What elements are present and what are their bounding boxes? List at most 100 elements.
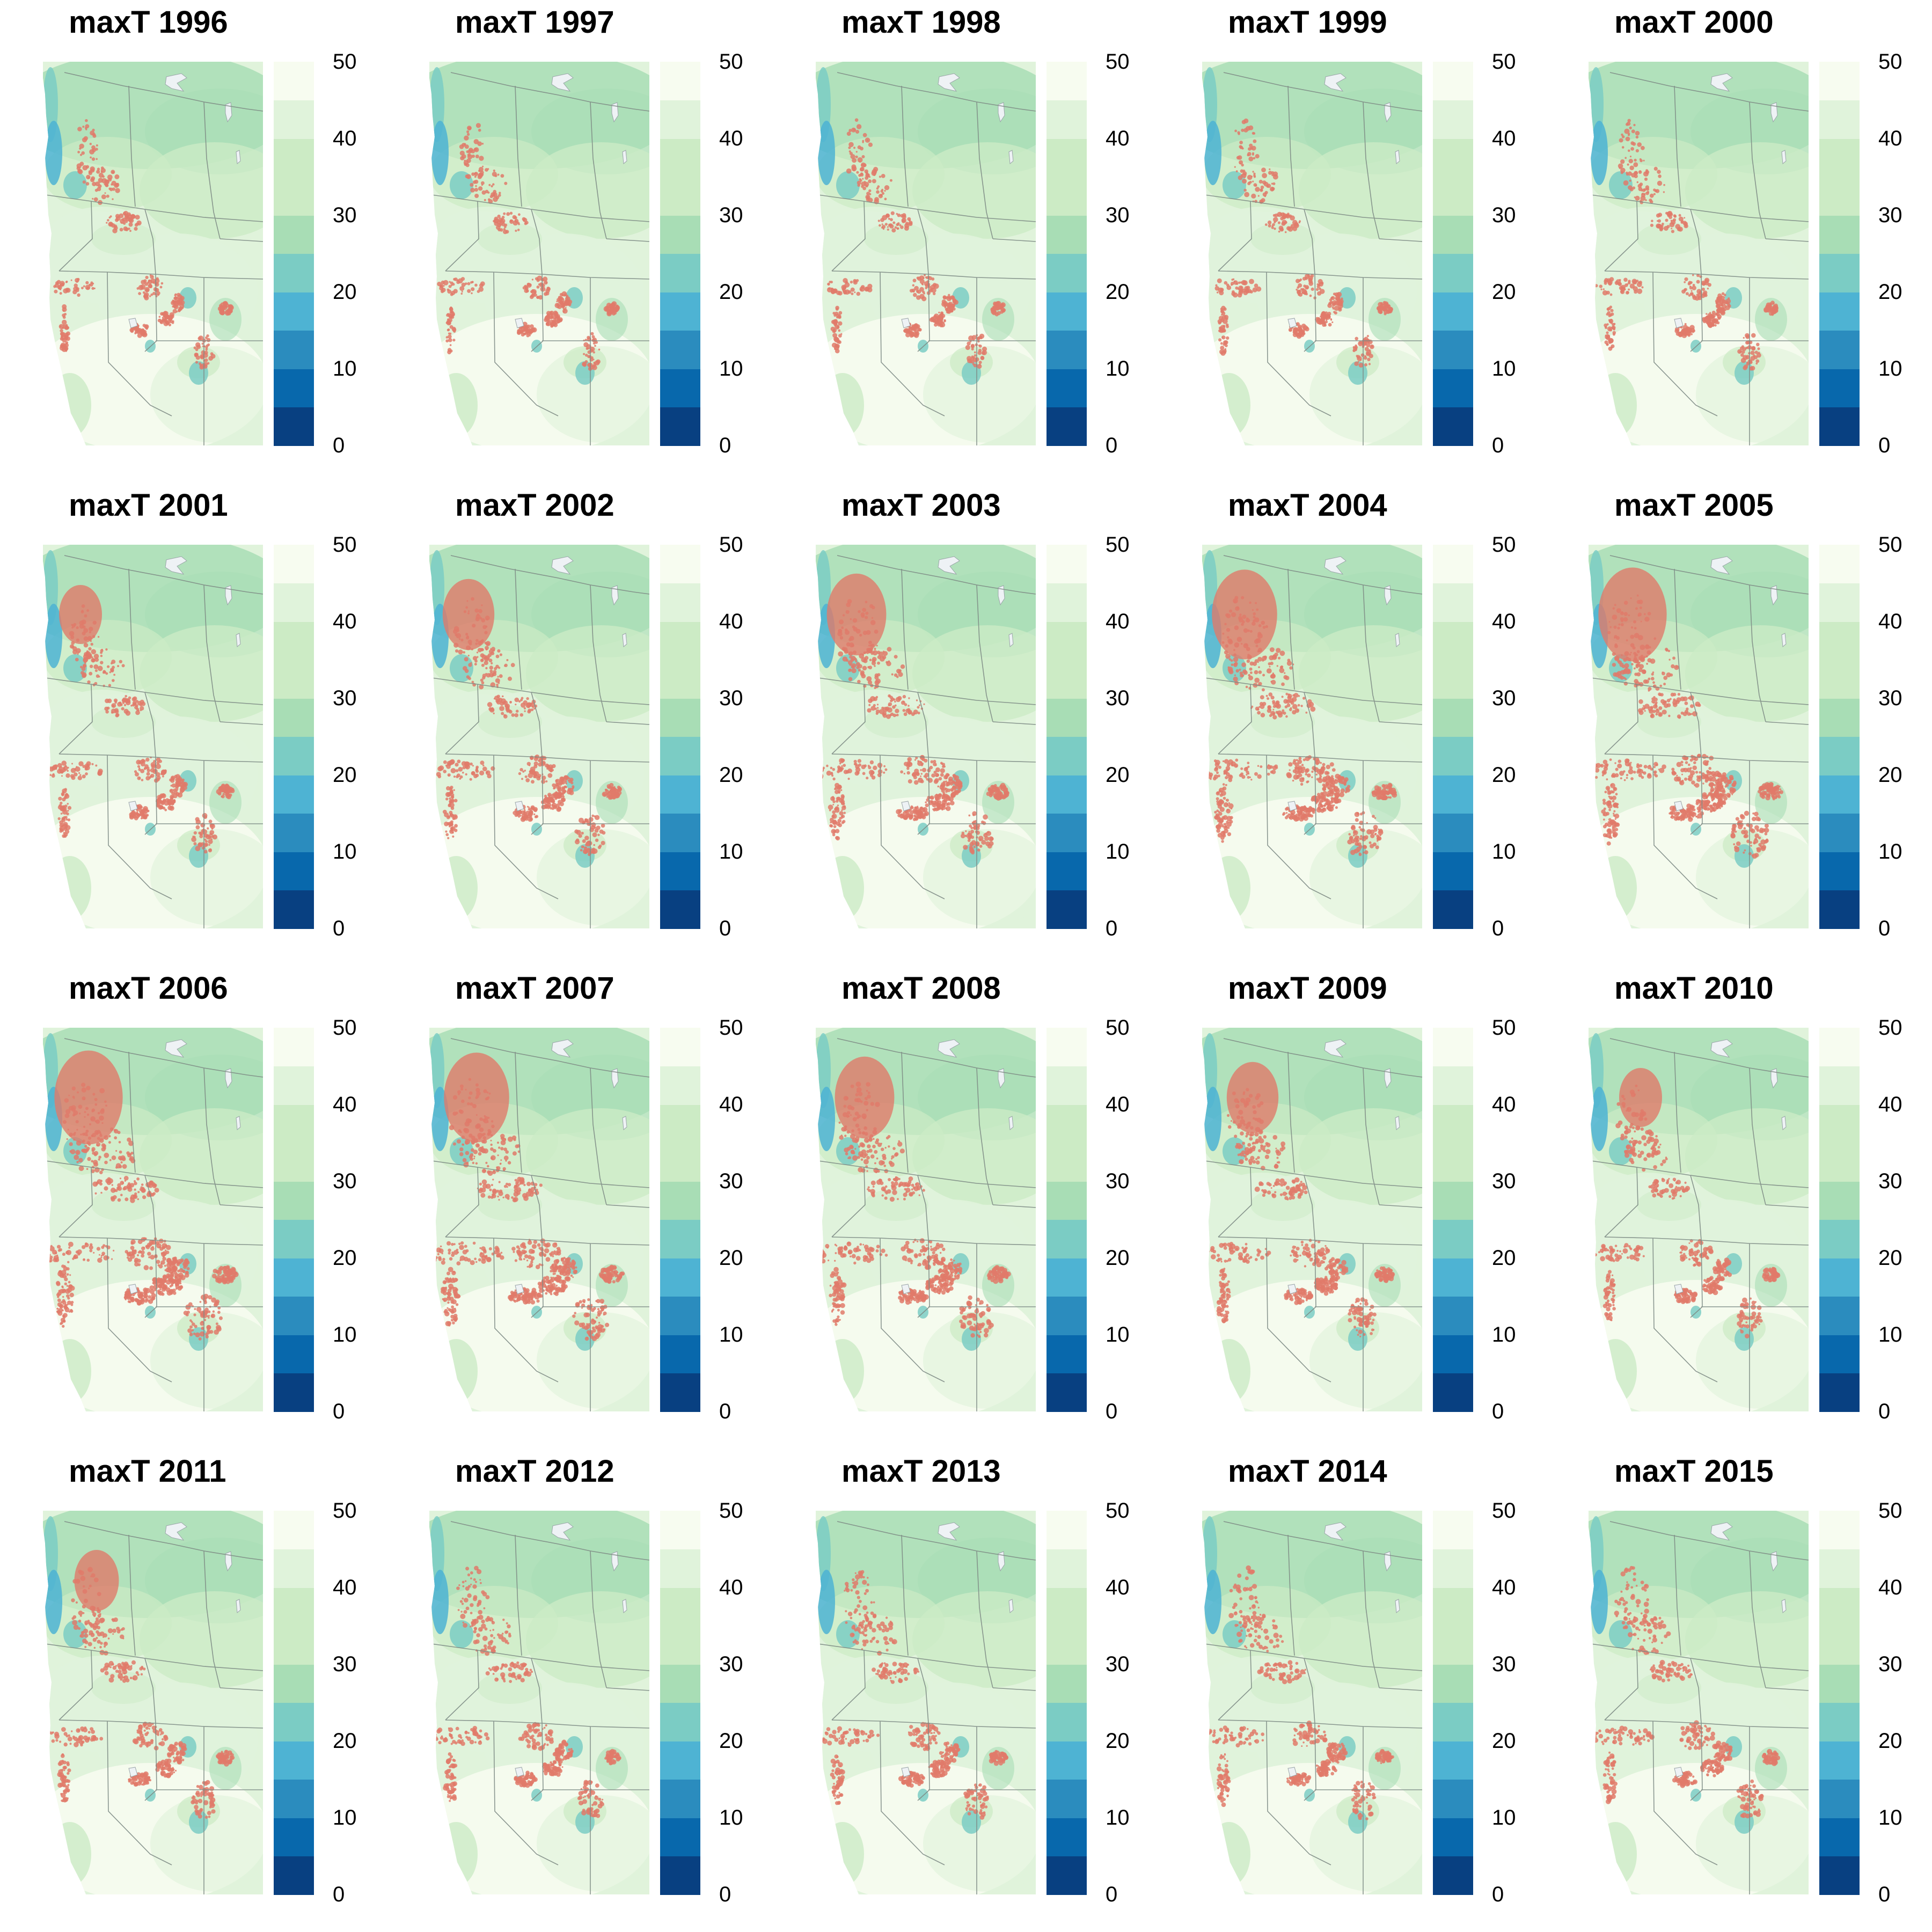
legend-tick-label: 40 — [333, 1576, 357, 1599]
legend-tick-label: 50 — [1492, 1016, 1516, 1040]
legend-bin — [1433, 1549, 1473, 1588]
legend-bin — [1819, 852, 1860, 890]
legend-tick-label: 40 — [1106, 1093, 1130, 1116]
legend-bin — [1819, 1549, 1860, 1588]
lake — [622, 1116, 627, 1130]
legend-bin — [1046, 1587, 1087, 1626]
legend-bin — [1819, 890, 1860, 929]
legend-bin — [660, 253, 700, 292]
map-area — [429, 1511, 649, 1894]
lake — [128, 1284, 138, 1294]
legend-tick-label: 20 — [333, 1729, 357, 1753]
legend-bin — [274, 1626, 314, 1665]
map-panel: maxT 2006 50 40 30 20 10 0 — [0, 966, 386, 1449]
legend-bin — [660, 177, 700, 216]
map-panel: maxT 2007 50 40 30 20 10 0 — [386, 966, 773, 1449]
map-area — [1589, 62, 1809, 445]
map-panel: maxT 2013 50 40 30 20 10 0 — [773, 1449, 1159, 1932]
legend-bin — [274, 138, 314, 177]
legend-bin — [1819, 698, 1860, 737]
lake — [1324, 1522, 1346, 1541]
map-area — [43, 545, 263, 928]
lake — [901, 801, 911, 811]
lake — [1008, 1116, 1014, 1130]
color-legend — [660, 62, 700, 446]
legend-tick-label: 10 — [1106, 1806, 1130, 1829]
legend-bin — [274, 775, 314, 814]
legend-tick-label: 0 — [1492, 434, 1504, 457]
legend-tick-label: 10 — [1878, 1323, 1902, 1346]
legend-bin — [660, 813, 700, 852]
temperature-field — [429, 545, 649, 928]
legend-tick-label: 50 — [719, 533, 743, 557]
panel-title: maxT 2009 — [1228, 971, 1387, 1006]
legend-tick-label: 40 — [1492, 1093, 1516, 1116]
lake — [165, 73, 187, 92]
temperature-field — [816, 1511, 1036, 1894]
map-area — [816, 545, 1036, 928]
lake — [1395, 1116, 1400, 1130]
map-area — [1589, 545, 1809, 928]
legend-bin — [274, 545, 314, 583]
legend-bin — [1819, 292, 1860, 331]
legend-tick-label: 20 — [333, 1246, 357, 1270]
panel-title: maxT 1997 — [455, 5, 614, 40]
legend-bin — [1433, 1626, 1473, 1665]
legend-tick-label: 50 — [719, 1499, 743, 1523]
color-legend — [1433, 1511, 1473, 1895]
legend-tick-label: 30 — [1106, 1652, 1130, 1676]
state-boundaries — [817, 555, 1036, 928]
color-legend — [1433, 62, 1473, 446]
map-panel: maxT 1998 50 40 30 20 10 0 — [773, 0, 1159, 483]
state-boundaries — [1204, 1521, 1422, 1894]
overlay-layer — [1589, 1565, 1780, 1819]
legend-bin — [1819, 1856, 1860, 1895]
legend-tick-label: 40 — [719, 127, 743, 150]
color-legend — [274, 1511, 314, 1895]
legend-bin — [660, 1258, 700, 1297]
map-area — [429, 62, 649, 445]
legend-tick-label: 40 — [333, 127, 357, 150]
legend-bin — [1433, 138, 1473, 177]
legend-tick-label: 20 — [1878, 763, 1902, 787]
color-legend — [660, 1511, 700, 1895]
lake — [1770, 1551, 1778, 1572]
legend-bin — [1046, 1702, 1087, 1741]
legend-bin — [1046, 1549, 1087, 1588]
lake — [1384, 585, 1392, 606]
legend-tick-label: 20 — [719, 763, 743, 787]
legend-bin — [1819, 1587, 1860, 1626]
map-panel: maxT 2004 50 40 30 20 10 0 — [1159, 483, 1546, 966]
overlay-layer — [1594, 119, 1779, 371]
legend-tick-label: 0 — [333, 434, 345, 457]
legend-tick-label: 40 — [1106, 610, 1130, 633]
state-boundaries — [431, 1038, 649, 1411]
legend-tick-label: 10 — [1492, 840, 1516, 863]
map-panel: maxT 2014 50 40 30 20 10 0 — [1159, 1449, 1546, 1932]
lake — [515, 318, 524, 328]
color-legend — [1433, 545, 1473, 929]
lake — [515, 1284, 524, 1294]
legend-tick-label: 10 — [333, 1806, 357, 1829]
lake — [236, 633, 241, 647]
lake — [998, 102, 1005, 123]
color-legend — [660, 545, 700, 929]
map-panel: maxT 2009 50 40 30 20 10 0 — [1159, 966, 1546, 1449]
overlay-layer — [816, 1056, 1011, 1338]
lake — [1781, 1599, 1787, 1613]
lake — [128, 1767, 138, 1777]
legend-bin — [1046, 1664, 1087, 1703]
lake — [622, 633, 627, 647]
temperature-field — [1202, 1511, 1422, 1894]
legend-bin — [660, 660, 700, 699]
lake — [998, 1551, 1005, 1572]
legend-bin — [1433, 1143, 1473, 1182]
legend-tick-label: 50 — [1878, 50, 1902, 74]
lake — [622, 150, 627, 164]
legend-bin — [1433, 369, 1473, 407]
lake — [551, 73, 574, 92]
legend-bin — [1819, 1664, 1860, 1703]
panel-title: maxT 2000 — [1614, 5, 1774, 40]
legend-bin — [1819, 1104, 1860, 1143]
legend-bin — [274, 660, 314, 699]
